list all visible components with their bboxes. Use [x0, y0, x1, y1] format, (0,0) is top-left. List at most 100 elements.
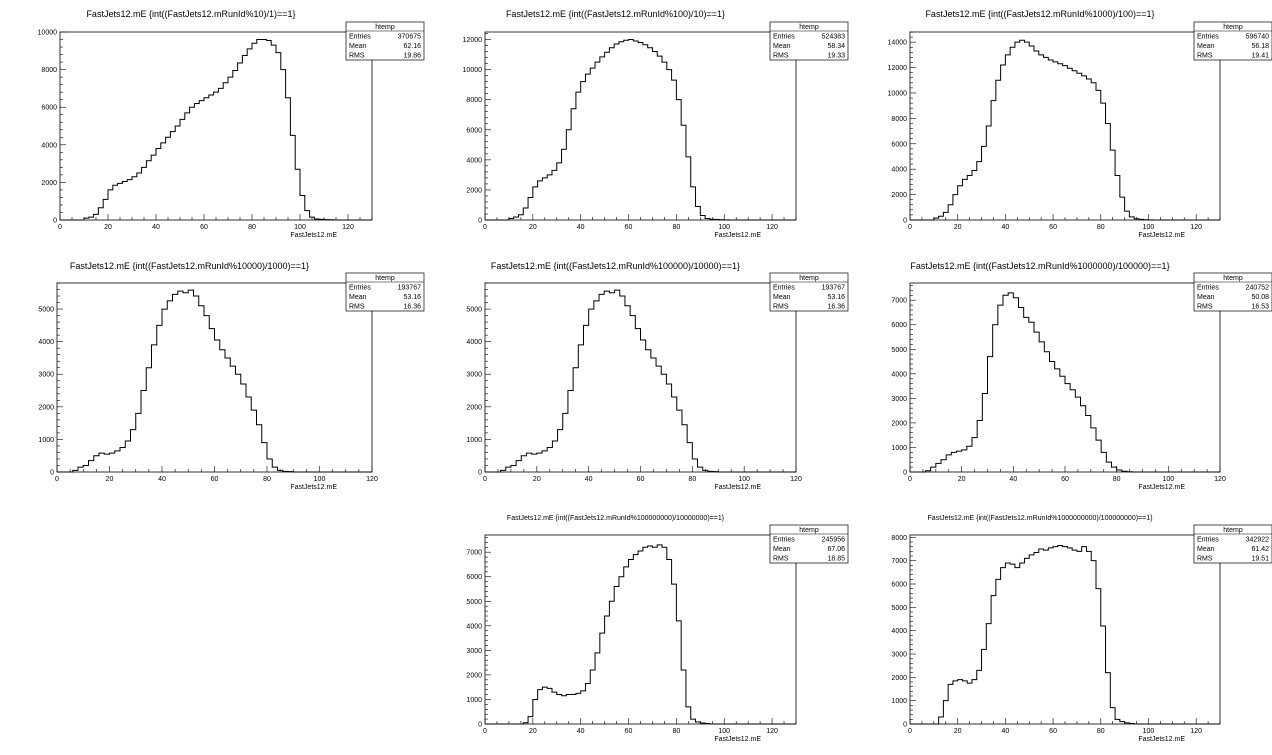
histogram-bin — [953, 195, 958, 220]
stats-box: htemp Entries 193767 Mean 53.16 RMS 16.36 — [345, 272, 425, 312]
histogram-bin — [233, 71, 238, 220]
plot-frame — [59, 31, 373, 221]
x-axis-label: FastJets12.mE — [1138, 232, 1185, 239]
histogram-bin — [1063, 66, 1068, 220]
plot-frame — [909, 534, 1221, 725]
x-tick-label: 0 — [483, 476, 487, 483]
y-tick-label: 5000 — [891, 605, 907, 612]
y-tick-label: 12000 — [888, 65, 908, 72]
histogram-bin — [1077, 73, 1082, 220]
histogram-bin — [936, 463, 941, 472]
stats-box: htemp Entries 524383 Mean 58.34 RMS 19.33 — [769, 21, 849, 61]
stats-label: Entries — [349, 285, 371, 292]
stats-box-frame — [1193, 524, 1272, 564]
histogram-bin — [648, 48, 653, 220]
histogram-bin — [633, 555, 638, 724]
histogram-bin — [635, 329, 640, 472]
histogram-bin — [568, 391, 573, 472]
histogram-bin — [609, 293, 614, 472]
histogram-bin — [986, 126, 991, 220]
histogram-bin — [104, 454, 109, 472]
histogram-bin — [1024, 42, 1029, 220]
histogram-bin — [557, 695, 562, 724]
histogram-bin — [576, 693, 581, 724]
y-tick-label: 3000 — [38, 372, 54, 379]
histogram-panel-5: FastJets12.mE {int((FastJets12.mRunId%10… — [466, 261, 849, 491]
histogram-bin — [223, 83, 228, 220]
stats-value: 342922 — [1246, 537, 1269, 544]
histogram-bin — [1091, 561, 1096, 724]
histogram-bin — [1034, 332, 1039, 472]
histogram-bin — [624, 40, 629, 220]
histogram-bin — [1053, 62, 1058, 220]
stats-box: htemp Entries 596740 Mean 56.18 RMS 19.41 — [1193, 21, 1272, 61]
x-tick-label: 60 — [1049, 224, 1057, 231]
histogram-bin — [1029, 322, 1034, 472]
stats-label: RMS — [1197, 556, 1213, 563]
histogram-bin — [1075, 397, 1080, 472]
histogram-bin — [170, 132, 175, 220]
histogram-bin — [676, 621, 681, 724]
histogram-bin — [1077, 551, 1082, 724]
histogram-bin — [962, 179, 967, 220]
stats-label: Entries — [773, 285, 795, 292]
histogram-bin — [142, 167, 147, 220]
histogram-bin — [672, 397, 677, 472]
histogram-bin — [1044, 550, 1049, 724]
x-axis-label: FastJets12.mE — [714, 232, 761, 239]
histogram-bin — [185, 113, 190, 220]
histogram-bin — [108, 190, 113, 220]
histogram-bin — [630, 316, 635, 472]
stats-value: 524383 — [822, 34, 845, 41]
x-tick-label: 100 — [718, 728, 730, 735]
histogram-bin — [1001, 65, 1006, 220]
x-tick-label: 20 — [104, 224, 112, 231]
x-tick-label: 40 — [1001, 224, 1009, 231]
histogram-bin — [982, 649, 987, 724]
histogram-bin — [939, 216, 944, 220]
histogram-bin — [1115, 176, 1120, 220]
histogram-bin — [1082, 547, 1087, 724]
x-tick-label: 40 — [585, 476, 593, 483]
x-tick-label: 100 — [1143, 728, 1155, 735]
x-tick-label: 60 — [625, 728, 633, 735]
histogram-bin — [83, 465, 88, 472]
histogram-bin — [589, 309, 594, 472]
histogram-bin — [199, 306, 204, 472]
x-tick-label: 40 — [577, 224, 585, 231]
histogram-bin — [651, 358, 656, 472]
y-tick-label: 1000 — [466, 437, 482, 444]
histogram-bin — [1110, 150, 1115, 220]
histogram-bin — [1072, 71, 1077, 220]
stats-name: htemp — [1223, 24, 1243, 31]
histogram-bin — [1120, 197, 1125, 220]
stats-value: 16.36 — [403, 304, 421, 311]
stats-label: Mean — [349, 43, 367, 50]
histogram-bin — [643, 547, 648, 724]
plot-frame — [484, 282, 797, 473]
stats-label: Entries — [773, 537, 795, 544]
histogram-bin — [941, 460, 946, 472]
histogram-bin — [571, 109, 576, 220]
stats-value: 245956 — [822, 537, 845, 544]
histogram-bin — [594, 301, 599, 472]
histogram-bin — [1050, 362, 1055, 472]
histogram-bin — [967, 683, 972, 724]
y-tick-label: 1000 — [891, 445, 907, 452]
histogram-bin — [552, 692, 557, 724]
histogram-bin — [1125, 211, 1130, 220]
histogram-bin — [1005, 55, 1010, 220]
y-tick-label: 3000 — [891, 396, 907, 403]
histogram-bin — [511, 465, 516, 472]
stats-label: RMS — [773, 304, 789, 311]
x-axis-label: FastJets12.mE — [1138, 484, 1185, 491]
histogram-bin — [977, 670, 982, 724]
chart-title: FastJets12.mE {int((FastJets12.mRunId%10… — [86, 9, 295, 19]
histogram-bin — [1001, 568, 1006, 724]
y-tick-label: 0 — [478, 722, 482, 729]
histogram-bin — [526, 453, 531, 472]
histogram-bin — [1106, 462, 1111, 472]
histogram-bin — [667, 560, 672, 724]
histogram-bin — [599, 294, 604, 472]
x-axis-label: FastJets12.mE — [290, 232, 337, 239]
